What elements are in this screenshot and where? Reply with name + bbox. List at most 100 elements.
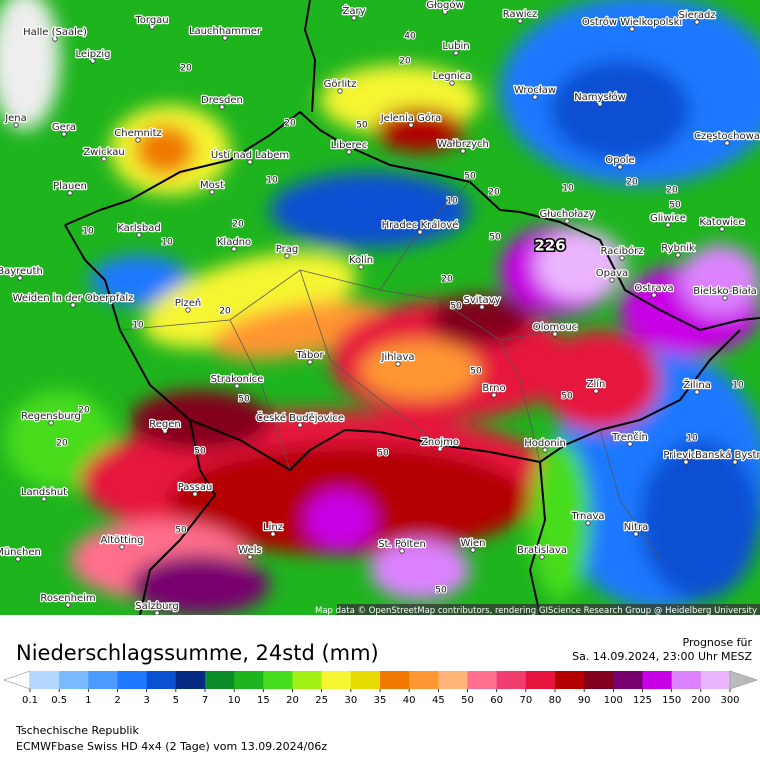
city-name: Kolín — [349, 254, 373, 266]
city-dot — [675, 252, 681, 258]
contour-label: 50 — [356, 121, 368, 131]
city-dot — [234, 383, 240, 389]
contour-label: 50 — [435, 586, 447, 596]
city-name: Ostrów Wielkopolski — [582, 16, 682, 28]
legend-swatch — [380, 671, 410, 689]
city-name: Katowice — [699, 217, 744, 228]
legend-tick-label: 35 — [374, 695, 387, 706]
legend-swatch — [175, 671, 206, 689]
contour-label: 20 — [399, 57, 411, 67]
city-name: Svitavy — [464, 295, 501, 306]
city-dot — [136, 232, 142, 238]
contour-label: 50 — [238, 395, 250, 405]
city-dot — [633, 531, 639, 537]
contour-label: 20 — [180, 64, 192, 74]
city-name: Legnica — [433, 71, 472, 82]
contour-label: 20 — [56, 439, 68, 449]
country-borders — [64, 0, 760, 615]
city-name: Regensburg — [21, 411, 81, 422]
city-dot — [307, 359, 313, 365]
legend-swatch — [234, 671, 264, 689]
city-name: Karlsbad — [117, 223, 160, 234]
city-dot — [651, 292, 657, 298]
city-name: Leipzig — [75, 49, 110, 60]
region: Tschechische Republik — [15, 724, 139, 737]
city-name: Liberec — [331, 140, 367, 151]
city-dot — [395, 361, 401, 367]
legend-swatch — [292, 671, 322, 689]
city-name: St. Pölten — [378, 539, 426, 550]
city-dot — [41, 496, 47, 502]
city-name: Salzburg — [135, 601, 178, 612]
contour-label: 10 — [732, 381, 744, 391]
city-name: Dresden — [201, 95, 243, 106]
forecast-time: Sa. 14.09.2024, 23:00 Uhr MESZ — [572, 650, 752, 663]
city-name: Trenčín — [611, 431, 648, 443]
city-name: Plauen — [53, 181, 87, 192]
city-name: Nitra — [624, 522, 648, 533]
city-dot — [209, 189, 215, 195]
attribution-bg — [337, 604, 760, 615]
city-dot — [470, 547, 476, 553]
city-dot — [219, 104, 225, 110]
city-dot — [284, 253, 290, 259]
contour-label: 50 — [470, 367, 482, 377]
city-dot — [442, 9, 448, 15]
contour-label: 10 — [266, 176, 278, 186]
city-name: Gera — [52, 122, 76, 133]
contour-label: 10 — [82, 227, 94, 237]
legend-tick-label: 30 — [344, 695, 357, 706]
contour-label: 50 — [377, 449, 389, 459]
legend-tick-label: 125 — [633, 695, 652, 706]
city-dot — [358, 264, 364, 270]
city-dot — [270, 531, 276, 537]
city-dot — [399, 548, 405, 554]
legend-tick-label: 80 — [549, 695, 562, 706]
legend-swatch — [555, 671, 585, 689]
city-name: Weiden in der Oberpfalz — [13, 293, 134, 304]
legend-swatch — [409, 671, 439, 689]
city-dot — [629, 26, 635, 32]
legend-tick-label: 70 — [519, 695, 532, 706]
legend-swatch — [671, 671, 702, 689]
city-name: Opole — [605, 155, 634, 166]
contour-label: 40 — [404, 32, 416, 42]
legend-tick-label: 0.5 — [51, 695, 67, 706]
city-name: Banská Bystrica — [695, 449, 760, 461]
legend-below — [3, 670, 31, 690]
city-dot — [719, 226, 725, 232]
legend-swatch — [321, 671, 352, 689]
city-dot — [617, 164, 623, 170]
legend-swatch — [700, 671, 731, 689]
city-dot — [479, 304, 485, 310]
city-dot — [619, 255, 625, 261]
city-name: Jena — [4, 113, 27, 124]
legend-swatch — [88, 671, 118, 689]
city-dot — [247, 159, 253, 165]
legend-swatch — [263, 671, 293, 689]
city-dot — [101, 156, 107, 162]
city-name: Rosenheim — [40, 593, 95, 604]
city-dot — [694, 19, 700, 25]
city-name: Głuchołazy — [539, 209, 594, 220]
city-dot — [222, 35, 228, 41]
city-dot — [552, 331, 558, 337]
city-dot — [564, 218, 570, 224]
legend-swatch — [117, 671, 147, 689]
legend-swatch — [30, 671, 60, 689]
city-dot — [48, 420, 54, 426]
legend-tick-label: 3 — [143, 695, 149, 706]
city-name: Olomouc — [533, 322, 577, 333]
city-dot — [408, 122, 414, 128]
legend-tick-label: 15 — [257, 695, 270, 706]
legend-tick-label: 150 — [662, 695, 681, 706]
legend: 0.1 0.5 1 2 3 5 7 10 15 20 25 30 35 40 45 50 60 70 80 90 100… — [3, 670, 758, 706]
city-dot — [417, 229, 423, 235]
contour-label: 20 — [219, 307, 231, 317]
contour-label: 10 — [686, 434, 698, 444]
city-name: Ústí nad Labem — [211, 148, 289, 161]
city-dot — [627, 441, 633, 447]
city-dot — [185, 307, 191, 313]
city-dot — [593, 388, 599, 394]
